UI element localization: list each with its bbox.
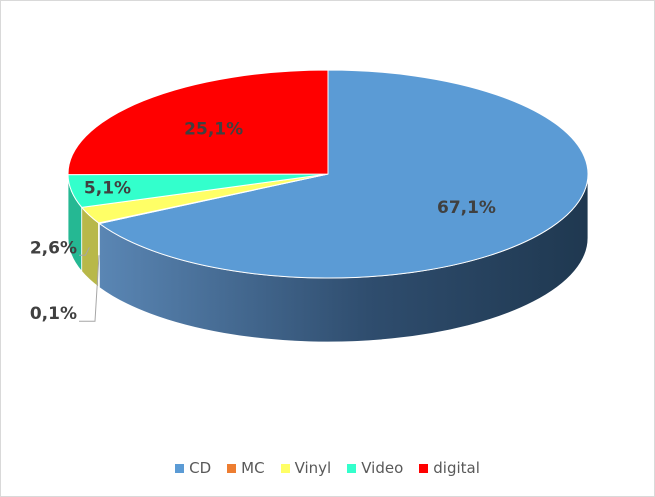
pie-leaders (79, 247, 100, 322)
pie-slice-digital (67, 69, 329, 176)
legend-label-vinyl: Vinyl (294, 459, 332, 477)
legend-item-video: Video (347, 459, 403, 477)
legend-swatch-cd (175, 463, 185, 473)
pie-label-vinyl: 2,6% (30, 238, 77, 258)
pie-label-video: 5,1% (84, 178, 131, 198)
pie-label-cd: 67,1% (437, 198, 496, 218)
legend-item-digital: digital (419, 459, 480, 477)
pie-leader-mc (79, 255, 100, 322)
pie-leader-vinyl (79, 247, 90, 256)
legend-item-vinyl: Vinyl (280, 459, 332, 477)
legend-label-mc: MC (241, 459, 265, 477)
legend-swatch-digital (419, 463, 429, 473)
legend-label-video: Video (361, 459, 404, 477)
legend-swatch-mc (227, 463, 237, 473)
legend: CD MC Vinyl Video digital (1, 459, 654, 477)
pie-label-digital: 25,1% (184, 120, 243, 140)
pie-label-mc: 0,1% (30, 304, 77, 324)
legend-swatch-vinyl (280, 463, 290, 473)
pie-chart: 67,1% 5,1% 25,1% 2,6% 0,1% (30, 69, 589, 343)
pie-slice-cd (98, 69, 589, 279)
pie-labels: 67,1% 5,1% 25,1% 2,6% 0,1% (30, 120, 496, 325)
legend-item-mc: MC (227, 459, 265, 477)
legend-label-digital: digital (433, 459, 480, 477)
legend-label-cd: CD (189, 459, 212, 477)
pie-tops (67, 69, 589, 279)
legend-swatch-video (347, 463, 357, 473)
legend-item-cd: CD (175, 459, 211, 477)
